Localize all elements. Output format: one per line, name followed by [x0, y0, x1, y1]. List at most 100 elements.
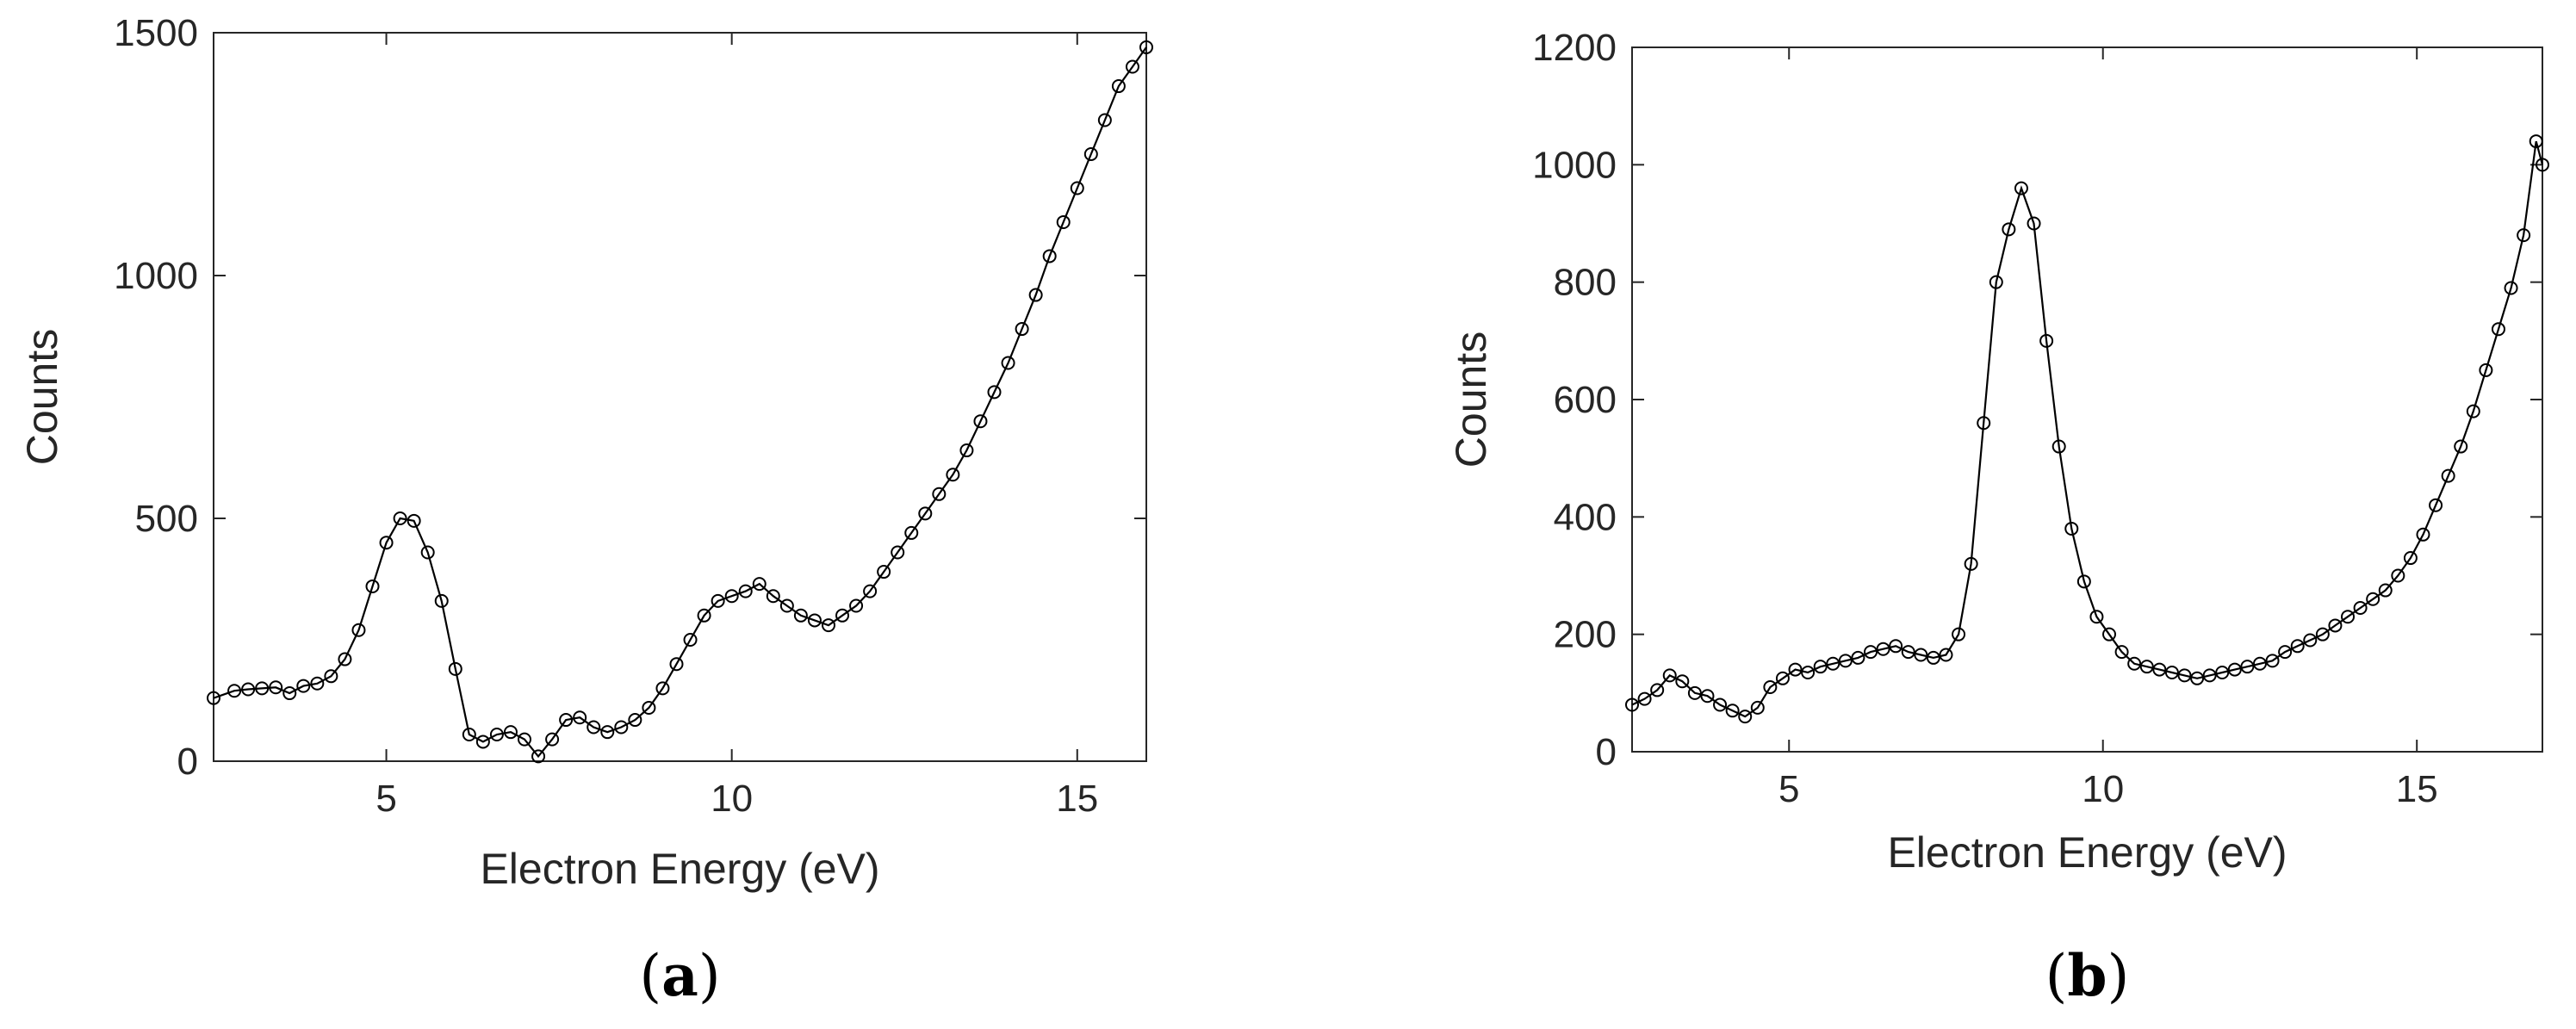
data-point: [891, 545, 905, 560]
data-point: [1939, 648, 1953, 662]
data-point: [2089, 610, 2104, 624]
y-tick-label: 1200: [1532, 27, 1617, 69]
data-point: [1083, 147, 1098, 161]
data-point: [1914, 648, 1928, 662]
data-point: [531, 749, 546, 764]
data-point: [2328, 618, 2343, 633]
data-point: [1625, 697, 1639, 712]
data-point: [614, 720, 629, 735]
data-point: [1763, 680, 1778, 695]
data-point: [711, 593, 725, 608]
data-point: [1700, 689, 1715, 704]
data-point: [821, 618, 835, 633]
data-point: [1125, 59, 1139, 74]
data-point: [2114, 645, 2129, 660]
data-point: [779, 598, 794, 613]
data-point: [255, 681, 270, 696]
data-point: [1675, 674, 1690, 689]
data-point: [393, 511, 407, 525]
series-line: [213, 46, 1147, 759]
data-point: [365, 579, 380, 593]
data-point: [904, 525, 919, 540]
data-point: [448, 661, 462, 676]
data-point: [2529, 134, 2543, 149]
data-point: [2391, 568, 2405, 583]
y-tick-label: 500: [135, 498, 198, 540]
y-tick-label: 1000: [1532, 144, 1617, 186]
data-point: [2076, 574, 2091, 589]
data-point: [1838, 654, 1853, 668]
data-point: [697, 608, 711, 623]
panel-label-close: ): [698, 943, 721, 1009]
y-axis-label: Counts: [1447, 332, 1495, 468]
panel-label: (b): [2045, 942, 2130, 1009]
data-point: [766, 589, 780, 604]
data-point: [877, 565, 891, 580]
data-point: [310, 676, 325, 691]
panel-label-letter: b: [2067, 942, 2107, 1009]
data-point: [2139, 660, 2154, 674]
y-tick-label: 200: [1554, 614, 1617, 656]
data-point: [2315, 627, 2330, 642]
data-point: [863, 584, 878, 598]
data-point: [269, 680, 283, 695]
y-tick-label: 600: [1554, 379, 1617, 421]
data-point: [2252, 656, 2267, 671]
data-point: [2454, 439, 2468, 454]
data-point: [2240, 660, 2255, 674]
data-point: [2164, 665, 2179, 679]
data-point: [1876, 642, 1890, 656]
data-point: [918, 506, 933, 521]
data-point: [2517, 228, 2531, 243]
data-point: [2265, 654, 2280, 668]
data-point: [2479, 363, 2493, 377]
panel-label-open: (: [2045, 943, 2068, 1009]
data-point: [2353, 600, 2368, 615]
data-point: [2416, 527, 2430, 542]
data-point: [207, 691, 220, 705]
data-point: [628, 713, 642, 728]
data-point: [2378, 583, 2393, 598]
x-tick-label: 5: [1778, 768, 1799, 810]
data-point: [959, 443, 974, 458]
data-point: [1056, 214, 1071, 229]
data-point: [738, 584, 753, 598]
data-point: [2504, 281, 2518, 295]
data-point: [724, 589, 739, 604]
data-point: [2491, 322, 2505, 337]
data-point: [573, 710, 587, 725]
data-point: [1687, 685, 1702, 700]
data-point: [324, 669, 338, 684]
data-point: [2102, 627, 2117, 642]
data-point: [1952, 627, 1966, 642]
data-point: [545, 732, 560, 747]
data-point: [1788, 662, 1803, 677]
data-point: [973, 414, 988, 429]
data-point: [1851, 650, 1865, 665]
x-tick-label: 10: [711, 778, 753, 820]
y-tick-label: 800: [1554, 262, 1617, 304]
data-point: [2215, 665, 2230, 679]
data-point: [2177, 668, 2192, 683]
data-point: [1864, 645, 1878, 660]
data-point: [2303, 633, 2318, 648]
panel-label-open: (: [639, 943, 661, 1009]
data-point: [2039, 333, 2054, 348]
y-tick-label: 1000: [114, 255, 198, 297]
data-point: [1015, 322, 1029, 337]
data-point: [282, 686, 297, 701]
data-point: [462, 727, 476, 741]
data-point: [1801, 665, 1816, 679]
data-point: [1775, 671, 1790, 685]
data-point: [2466, 404, 2480, 418]
data-point: [1889, 639, 1903, 654]
data-point: [1901, 645, 1915, 660]
data-point: [2202, 668, 2217, 683]
chart-panel-a: 5 10 15 0 500 1000 1500 Electron Energy (eV) Cou…: [18, 12, 1153, 1009]
x-axis-label: Electron Energy (eV): [1887, 828, 2287, 877]
panel-label: (a): [639, 942, 720, 1009]
data-point: [503, 725, 518, 740]
y-axis-label: Counts: [18, 329, 66, 465]
data-point: [2441, 468, 2455, 483]
